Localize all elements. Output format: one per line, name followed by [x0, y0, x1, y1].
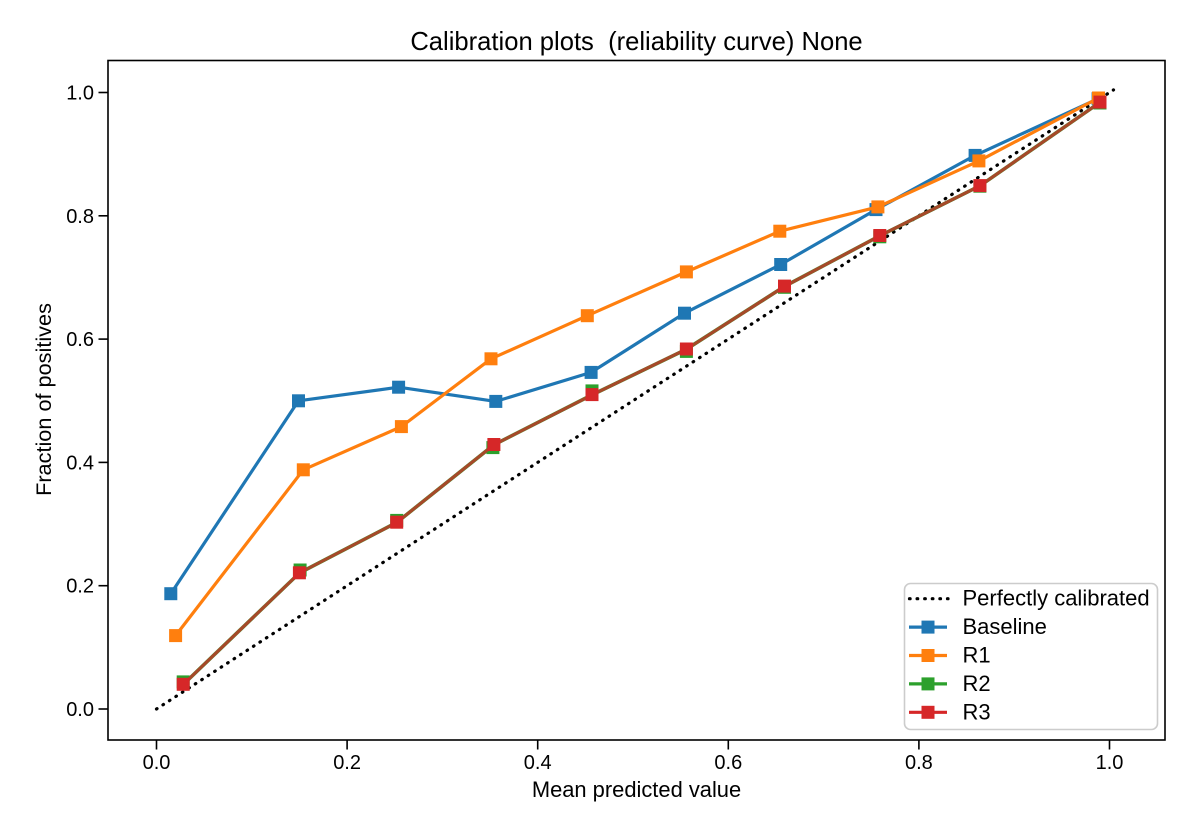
svg-text:0.4: 0.4 [524, 752, 552, 774]
svg-text:0.8: 0.8 [905, 752, 933, 774]
svg-text:R1: R1 [963, 643, 991, 668]
svg-text:Fraction of positives: Fraction of positives [31, 303, 56, 496]
svg-text:0.0: 0.0 [66, 699, 94, 721]
svg-text:0.0: 0.0 [143, 752, 171, 774]
svg-text:Perfectly calibrated: Perfectly calibrated [963, 586, 1150, 611]
svg-text:R3: R3 [963, 699, 991, 724]
svg-text:R2: R2 [963, 671, 991, 696]
svg-text:0.6: 0.6 [714, 752, 742, 774]
svg-text:0.8: 0.8 [66, 206, 94, 228]
svg-text:1.0: 1.0 [1096, 752, 1124, 774]
svg-text:0.6: 0.6 [66, 329, 94, 351]
svg-text:0.4: 0.4 [66, 452, 94, 474]
svg-text:Mean predicted value: Mean predicted value [532, 777, 741, 802]
svg-text:1.0: 1.0 [66, 83, 94, 105]
svg-text:0.2: 0.2 [66, 576, 94, 598]
svg-text:Calibration plots (reliabilit: Calibration plots (reliability curve) No… [410, 28, 862, 56]
svg-text:0.2: 0.2 [333, 752, 361, 774]
svg-text:Baseline: Baseline [963, 614, 1047, 639]
